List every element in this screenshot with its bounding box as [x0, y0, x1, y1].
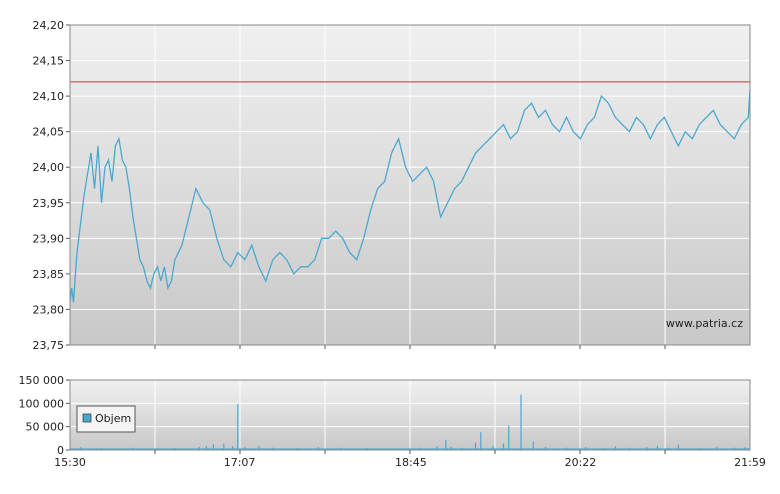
x-tick-label: 21:59	[734, 456, 766, 469]
price-series-line	[69, 88, 751, 303]
volume-y-tick-label: 150 000	[19, 374, 65, 387]
price-y-tick-labels: 24,20 24,15 24,10 24,05 24,00 23,95 23,90 23,85…	[33, 19, 70, 352]
watermark-text: www.patria.cz	[666, 317, 743, 330]
price-y-tick-label: 23,90	[33, 232, 65, 245]
price-y-tick-label: 24,15	[33, 55, 65, 68]
x-tick-label: 20:22	[565, 456, 597, 469]
x-tick-label: 18:45	[395, 456, 427, 469]
volume-y-tick-label: 0	[57, 444, 64, 457]
legend-label: Objem	[95, 412, 131, 425]
price-y-tick-label: 24,00	[33, 161, 65, 174]
legend-swatch	[82, 413, 92, 423]
price-y-tick-label: 23,80	[33, 303, 65, 316]
price-y-tick-label: 23,95	[33, 197, 65, 210]
price-y-tick-label: 23,85	[33, 268, 65, 281]
price-y-tick-label: 24,20	[33, 19, 65, 32]
volume-plot: 150 000 100 000 50 000 0 Objem	[19, 374, 751, 457]
price-y-tick-label: 24,10	[33, 90, 65, 103]
x-tick-label: 17:07	[224, 456, 256, 469]
volume-y-tick-label: 50 000	[26, 421, 65, 434]
volume-y-tick-label: 100 000	[19, 397, 65, 410]
price-y-tick-label: 24,05	[33, 126, 65, 139]
volume-bars	[70, 394, 750, 450]
price-plot: 24,20 24,15 24,10 24,05 24,00 23,95 23,90 23,85…	[33, 19, 751, 352]
volume-legend: Objem	[76, 405, 136, 433]
volume-y-tick-labels: 150 000 100 000 50 000 0	[19, 374, 70, 457]
x-tick-labels: 15:30 17:07 18:45 20:22 21:59	[54, 345, 766, 469]
x-tick-label: 15:30	[54, 456, 86, 469]
price-y-tick-label: 23,75	[33, 339, 65, 352]
